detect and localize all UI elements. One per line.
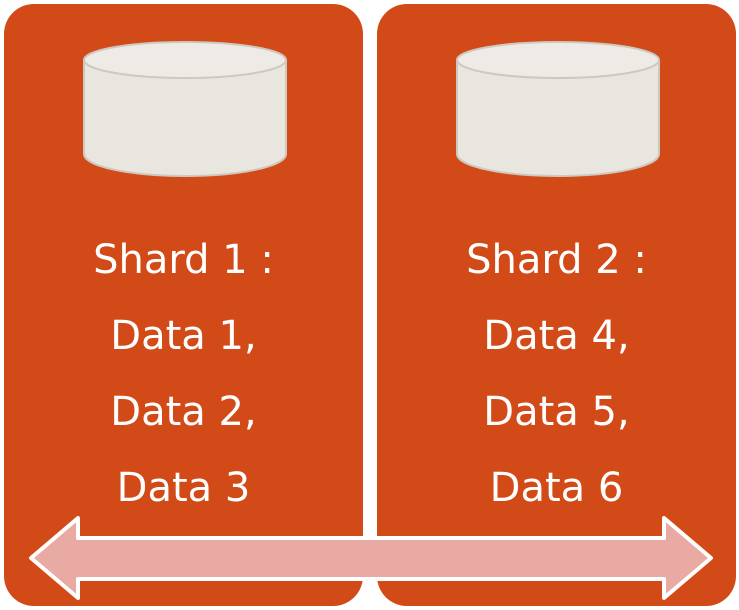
shard-2-data-item: Data 4, xyxy=(483,313,630,359)
shard-1-title: Shard 1 : xyxy=(93,237,274,283)
database-icon xyxy=(83,41,287,177)
shard-1-data-item: Data 1, xyxy=(110,313,257,359)
shard-panel-2: Shard 2 : Data 4, Data 5, Data 6 xyxy=(377,4,736,606)
shard-2-data-item: Data 5, xyxy=(483,389,630,435)
shard-1-data-item: Data 2, xyxy=(110,389,257,435)
shard-1-data-item: Data 3 xyxy=(116,465,251,511)
shard-2-text: Shard 2 : Data 4, Data 5, Data 6 xyxy=(377,222,736,526)
shard-1-text: Shard 1 : Data 1, Data 2, Data 3 xyxy=(4,222,363,526)
database-icon xyxy=(456,41,660,177)
shard-panel-1: Shard 1 : Data 1, Data 2, Data 3 xyxy=(4,4,363,606)
shard-2-data-item: Data 6 xyxy=(489,465,624,511)
shard-2-title: Shard 2 : xyxy=(466,237,647,283)
